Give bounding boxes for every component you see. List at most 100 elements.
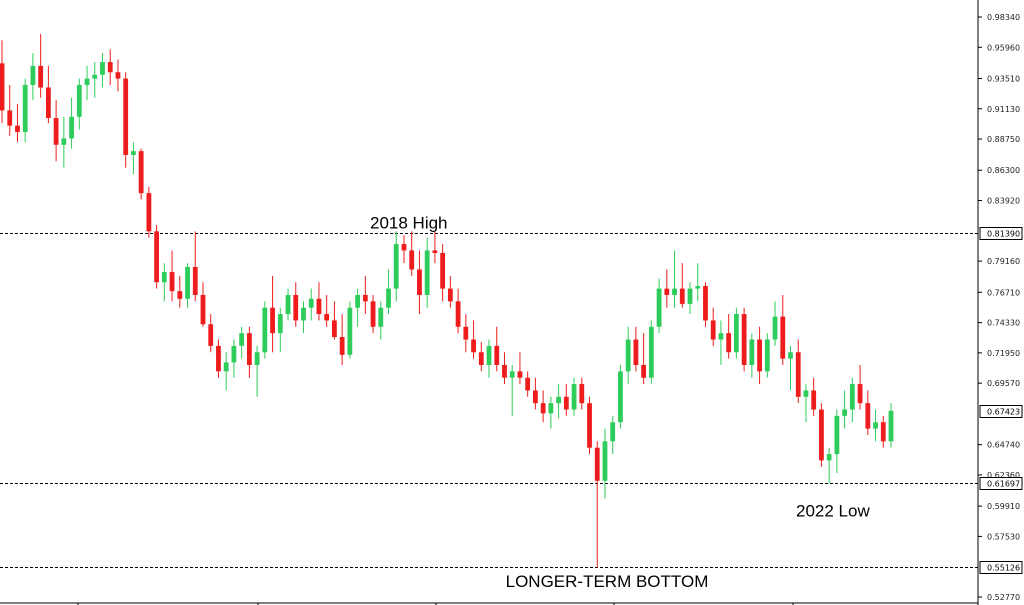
candle-down — [270, 275, 275, 353]
candle-body — [7, 110, 13, 126]
candle-body — [618, 371, 623, 423]
candle-body — [741, 314, 747, 365]
candle-body — [710, 320, 716, 340]
candle-down — [633, 326, 639, 372]
candle-body — [873, 422, 878, 429]
candle-body — [146, 193, 152, 232]
y-tick-label: 0.91130 — [987, 105, 1020, 114]
candle-body — [749, 339, 755, 365]
candle-down — [857, 364, 863, 410]
candle-body — [556, 396, 561, 404]
candle-body — [509, 371, 515, 378]
y-tick-label: 0.83920 — [987, 197, 1020, 206]
candle-up — [772, 301, 778, 346]
candle-up — [803, 384, 809, 423]
candle-body — [15, 125, 20, 133]
candle-down — [563, 384, 569, 416]
y-tick-label: 0.59910 — [987, 502, 1020, 511]
candle-down — [447, 275, 453, 308]
candle-up — [92, 62, 98, 98]
candle-down — [409, 231, 415, 276]
candle-body — [45, 87, 51, 119]
candle-up — [347, 301, 353, 359]
y-tick-label: 0.86300 — [987, 166, 1020, 175]
candle-down — [757, 326, 762, 385]
y-tick-label: 0.52770 — [987, 593, 1020, 602]
candle-up — [100, 53, 105, 88]
candle-up — [842, 390, 848, 429]
candle-down — [533, 377, 538, 410]
candle-down — [7, 84, 13, 136]
candle-down — [525, 371, 531, 397]
candle-up — [687, 282, 693, 315]
candle-down — [216, 339, 221, 378]
candle-down — [177, 275, 183, 308]
candle-body — [347, 307, 353, 355]
candle-up — [161, 263, 167, 302]
candle-down — [370, 294, 376, 334]
candle-body — [664, 288, 670, 295]
candle-body — [231, 345, 237, 363]
y-tick-label: 0.71950 — [987, 349, 1020, 358]
candle-body — [471, 339, 476, 353]
candle-down — [324, 294, 330, 327]
candle-down — [339, 314, 345, 365]
level-annotation: 2018 High — [370, 214, 448, 233]
candle-body — [633, 339, 639, 365]
candle-down — [502, 352, 507, 385]
candle-body — [123, 78, 129, 155]
y-tick-label: 0.64740 — [987, 441, 1020, 450]
candle-body — [355, 294, 360, 308]
candle-up — [185, 263, 190, 308]
candle-up — [262, 301, 268, 359]
candle-body — [308, 298, 314, 308]
candle-up — [610, 415, 616, 455]
candle-body — [478, 352, 484, 365]
candle-up — [355, 288, 360, 327]
candle-down — [362, 275, 368, 315]
candle-body — [579, 384, 585, 404]
candle-body — [780, 316, 786, 359]
candle-down — [200, 282, 206, 327]
candle-body — [563, 396, 569, 410]
candle-body — [293, 294, 299, 321]
candle-down — [15, 104, 20, 143]
candle-body — [239, 333, 245, 346]
candle-body — [440, 252, 446, 289]
candle-down — [169, 250, 175, 302]
candle-down — [440, 244, 446, 302]
candle-body — [687, 288, 693, 304]
candle-body — [100, 62, 105, 75]
candle-down — [517, 352, 523, 385]
candle-body — [795, 352, 801, 397]
candle-up — [231, 339, 237, 378]
candle-body — [270, 307, 275, 334]
candle-body — [192, 266, 198, 295]
candle-body — [277, 314, 283, 334]
candle-down — [726, 314, 732, 359]
candle-body — [486, 345, 492, 365]
candle-down — [192, 231, 198, 302]
candle-body — [386, 288, 391, 308]
y-tick-label: 0.79160 — [987, 257, 1020, 266]
candle-body — [819, 409, 824, 461]
candle-body — [131, 151, 136, 155]
candle-body — [880, 422, 886, 442]
candle-body — [76, 84, 82, 117]
candle-body — [432, 250, 438, 253]
candle-body — [648, 326, 654, 378]
candle-up — [285, 288, 291, 321]
level-price-box — [979, 477, 1023, 490]
y-tick-label: 0.95960 — [987, 43, 1020, 52]
candle-down — [880, 415, 886, 448]
current-price-label: 0.67423 — [987, 408, 1020, 417]
candle-body — [803, 390, 809, 397]
candle-body — [208, 324, 214, 346]
candle-down — [741, 307, 747, 372]
candle-down — [780, 294, 786, 365]
candle-up — [849, 377, 855, 423]
candle-body — [525, 377, 531, 391]
candle-down — [819, 403, 824, 467]
candle-down — [679, 263, 685, 308]
